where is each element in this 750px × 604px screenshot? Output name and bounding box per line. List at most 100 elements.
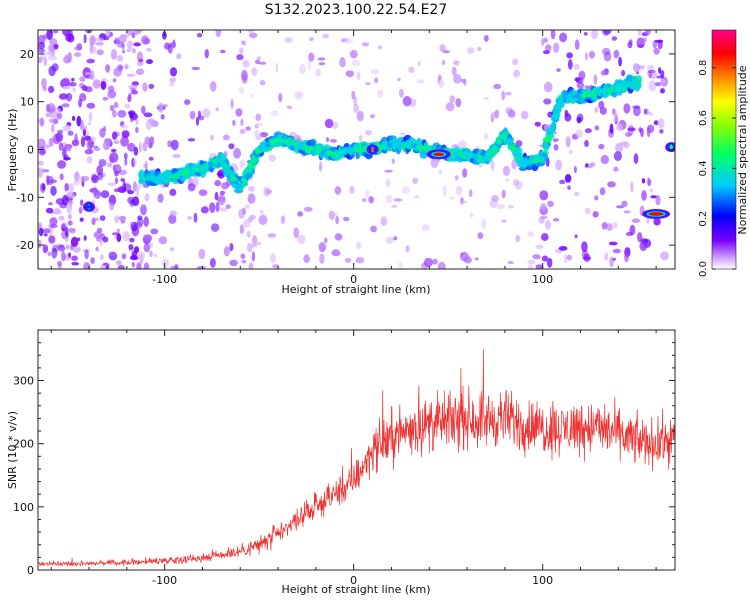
noise-blob — [49, 38, 58, 46]
noise-blob — [117, 265, 125, 269]
noise-blob — [606, 223, 613, 231]
noise-blob — [339, 56, 346, 68]
noise-blob — [64, 183, 69, 192]
ridge-core — [538, 156, 545, 162]
ridge-core — [557, 97, 564, 103]
noise-blob — [116, 233, 122, 242]
noise-blob — [398, 261, 404, 269]
noise-blob — [131, 32, 136, 39]
noise-blob — [356, 110, 364, 122]
noise-blob — [50, 185, 57, 196]
noise-blob — [393, 236, 398, 241]
noise-blob — [149, 250, 153, 258]
noise-blob — [109, 202, 114, 211]
noise-blob — [57, 263, 62, 269]
noise-blob — [398, 88, 404, 98]
noise-blob — [236, 54, 244, 61]
noise-blob — [391, 204, 398, 208]
ridge-core — [595, 90, 602, 95]
noise-blob — [423, 257, 433, 268]
noise-blob — [358, 134, 363, 142]
noise-blob — [68, 82, 77, 87]
noise-blob — [116, 55, 124, 62]
ridge-core — [278, 138, 285, 144]
ridge-core — [425, 146, 432, 152]
x-tick-label: 100 — [532, 574, 553, 587]
snr-frame — [37, 329, 676, 571]
noise-blob — [48, 179, 58, 184]
noise-blob — [167, 140, 173, 148]
noise-blob — [505, 178, 510, 182]
noise-blob — [255, 242, 262, 246]
noise-blob — [649, 188, 653, 193]
noise-blob — [543, 37, 548, 43]
noise-blob — [251, 235, 258, 246]
noise-blob — [259, 132, 269, 138]
noise-blob — [105, 30, 111, 37]
noise-blob — [45, 207, 54, 214]
noise-blob — [555, 159, 563, 171]
spectrogram-y-label: Frequency (Hz) — [6, 109, 19, 192]
noise-blob — [68, 183, 75, 193]
noise-blob — [136, 186, 140, 197]
snr-marks — [38, 348, 675, 568]
ridge-core — [264, 142, 271, 148]
ridge-core — [316, 148, 323, 153]
noise-blob — [574, 234, 578, 239]
noise-blob — [242, 60, 250, 68]
noise-blob — [58, 93, 68, 100]
noise-blob — [79, 176, 85, 183]
noise-blob — [584, 207, 591, 215]
noise-blob — [240, 253, 246, 259]
noise-blob — [38, 138, 46, 150]
noise-blob — [78, 206, 83, 214]
noise-blob — [601, 222, 608, 230]
noise-blob — [64, 226, 69, 238]
noise-blob — [239, 47, 244, 55]
noise-blob — [93, 190, 102, 199]
noise-blob — [442, 50, 451, 54]
noise-blob — [122, 231, 130, 242]
noise-blob — [99, 254, 104, 261]
noise-blob — [462, 168, 468, 178]
noise-blob — [481, 218, 486, 229]
noise-blob — [65, 33, 74, 42]
noise-blob — [629, 224, 636, 236]
noise-blob — [345, 37, 353, 44]
noise-blob — [70, 236, 79, 247]
noise-blob — [133, 43, 141, 47]
noise-blob — [46, 175, 50, 186]
noise-blob — [630, 181, 634, 193]
noise-blob — [38, 167, 44, 178]
noise-blob — [365, 189, 370, 199]
noise-blob — [92, 79, 101, 89]
noise-blob — [255, 122, 264, 127]
noise-blob — [64, 54, 70, 64]
noise-blob — [469, 212, 474, 218]
noise-blob — [79, 124, 88, 131]
ridge-core — [359, 147, 366, 152]
noise-blob — [600, 154, 609, 165]
noise-blob — [89, 45, 97, 55]
snr-y-label: SNR (10 * v/v) — [6, 411, 19, 489]
noise-blob — [268, 154, 277, 162]
colorbar-tick-label: 0.2 — [698, 211, 709, 227]
noise-blob — [71, 77, 75, 82]
noise-blob — [161, 258, 170, 269]
ridge-core — [245, 168, 252, 173]
ridge-core — [236, 183, 243, 189]
y-tick-label: 0 — [27, 564, 34, 577]
noise-blob — [138, 58, 144, 63]
noise-blob — [493, 83, 502, 90]
noise-blob — [239, 159, 245, 168]
noise-blob — [490, 160, 495, 171]
noise-blob — [644, 108, 647, 115]
noise-blob — [417, 61, 421, 66]
noise-blob — [497, 204, 505, 210]
noise-blob — [83, 34, 87, 44]
ridge-core — [633, 80, 640, 86]
noise-blob — [117, 216, 127, 221]
noise-blob — [297, 234, 306, 245]
noise-blob — [158, 102, 164, 114]
noise-blob — [650, 195, 657, 199]
